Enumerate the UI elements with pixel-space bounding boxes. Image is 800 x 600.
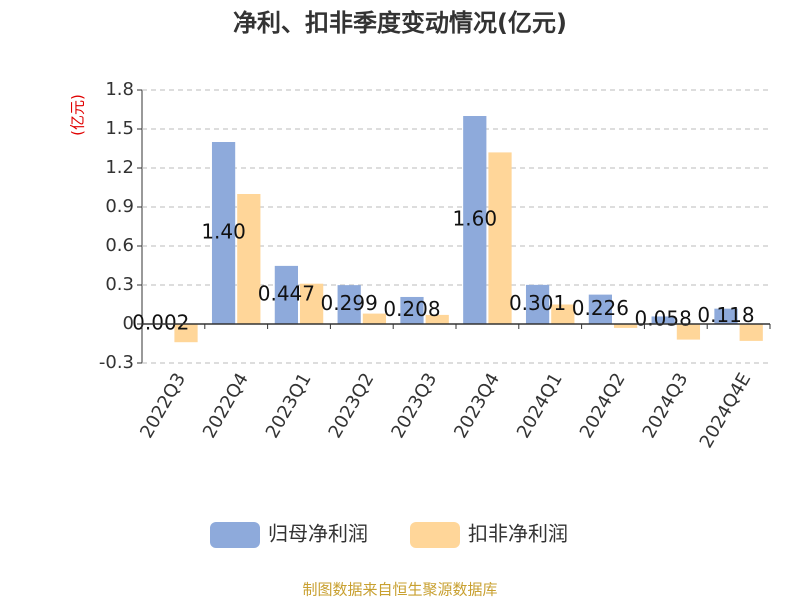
data-label: 0.118 [697, 303, 754, 327]
data-label: 0.447 [258, 281, 315, 305]
data-label: 0.208 [383, 297, 440, 321]
bar [362, 313, 387, 324]
x-tick-label: 2023Q1 [262, 370, 316, 442]
x-tick-label: 2024Q2 [576, 370, 630, 442]
data-label: 1.60 [453, 207, 498, 231]
bar [714, 308, 738, 324]
y-tick-label: 0 [123, 313, 134, 334]
data-label: 0.058 [635, 307, 692, 331]
bar [614, 324, 638, 328]
x-tick-label: 2024Q3 [639, 370, 693, 442]
y-tick-label: -0.3 [99, 352, 134, 373]
bar [676, 324, 701, 340]
x-tick-label: 2024Q1 [513, 370, 567, 442]
bar [425, 314, 449, 324]
bar [488, 152, 512, 324]
bar [651, 316, 675, 324]
bar [525, 284, 550, 324]
y-tick-label: 0.9 [105, 196, 134, 217]
data-label: 0.226 [572, 296, 629, 320]
bar [337, 285, 361, 324]
x-tick-label: 2024Q4E [696, 370, 756, 452]
x-tick-label: 2022Q4 [199, 370, 253, 442]
x-tick-label: 2023Q4 [450, 370, 504, 442]
data-label: 0.002 [132, 310, 189, 334]
y-axis-label: (亿元) [69, 94, 87, 136]
bar [211, 142, 236, 324]
bar [588, 294, 612, 324]
x-tick-label: 2023Q2 [325, 370, 379, 442]
bar [551, 304, 575, 324]
bar [274, 265, 298, 324]
legend-swatch [210, 522, 260, 548]
data-label: 0.301 [509, 291, 566, 315]
source-note: 制图数据来自恒生聚源数据库 [302, 581, 497, 599]
legend-swatch [410, 522, 460, 548]
y-tick-label: 0.6 [105, 235, 134, 256]
y-tick-label: 1.5 [105, 118, 134, 139]
legend-label: 归母净利润 [268, 522, 368, 546]
bar [739, 324, 763, 341]
bar [300, 283, 324, 324]
x-tick-label: 2022Q3 [136, 370, 190, 442]
legend-label: 扣非净利润 [468, 522, 568, 546]
chart-title: 净利、扣非季度变动情况(亿元) [233, 9, 567, 37]
y-tick-label: 1.8 [105, 79, 134, 100]
y-tick-label: 1.2 [105, 157, 134, 178]
data-label: 0.299 [321, 291, 378, 315]
bar [400, 296, 424, 324]
x-tick-label: 2023Q3 [387, 370, 441, 442]
bar [463, 116, 487, 324]
bar [174, 324, 198, 343]
bar [237, 194, 261, 324]
data-label: 1.40 [201, 220, 246, 244]
y-tick-label: 0.3 [105, 274, 134, 295]
